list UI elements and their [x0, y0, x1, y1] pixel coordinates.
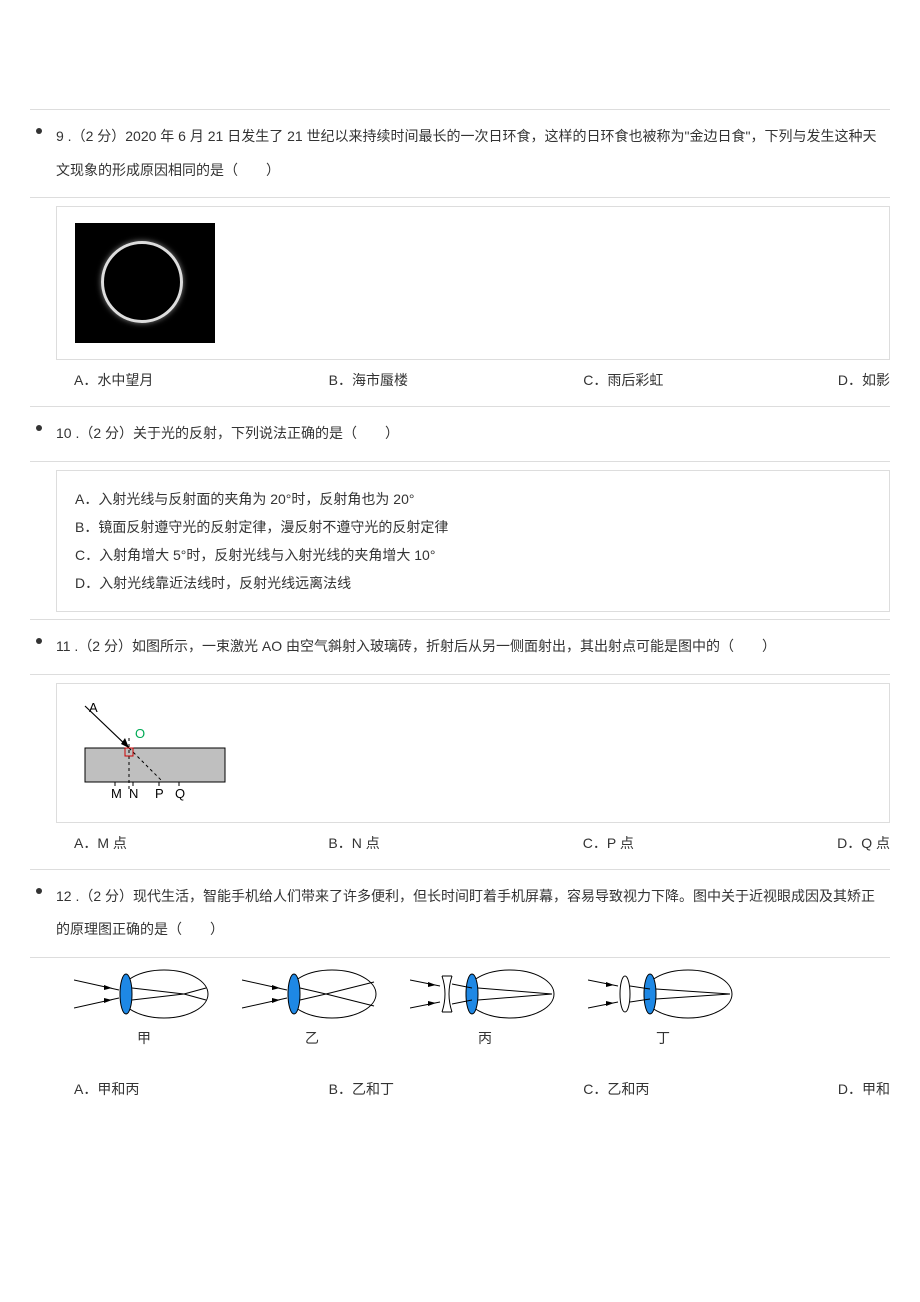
question-10-row: 10 .（2 分）关于光的反射，下列说法正确的是（ ）: [30, 406, 890, 462]
question-12-options: A．甲和丙 B．乙和丁 C．乙和丙 D．甲和: [56, 1077, 890, 1102]
question-10-stem: 10 .（2 分）关于光的反射，下列说法正确的是（ ）: [56, 407, 890, 461]
question-11-options: A．M 点 B．N 点 C．P 点 D．Q 点: [56, 831, 890, 856]
cap-ding: 丁: [588, 1026, 738, 1051]
q9-option-d[interactable]: D．如影: [838, 368, 890, 393]
cap-jia: 甲: [74, 1026, 214, 1051]
question-9-row: 9 .（2 分）2020 年 6 月 21 日发生了 21 世纪以来持续时间最长…: [30, 109, 890, 198]
q11-option-d[interactable]: D．Q 点: [837, 831, 890, 856]
bullet-icon: [36, 888, 42, 894]
q10-option-c[interactable]: C．入射角增大 5°时，反射光线与入射光线的夹角增大 10°: [75, 541, 871, 569]
label-o: O: [135, 726, 145, 741]
cursor-mark-icon: [335, 641, 337, 650]
question-12-stem: 12 .（2 分）现代生活，智能手机给人们带来了许多便利，但长时间盯着手机屏幕，…: [56, 870, 890, 957]
eye-ding: 丁: [588, 966, 738, 1051]
q9-option-a[interactable]: A．水中望月: [74, 368, 329, 393]
q12-option-b[interactable]: B．乙和丁: [329, 1077, 584, 1102]
q11-option-b[interactable]: B．N 点: [328, 831, 582, 856]
q11-option-a[interactable]: A．M 点: [74, 831, 328, 856]
cap-bing: 丙: [410, 1026, 560, 1051]
question-12-figure: 甲 乙: [56, 966, 890, 1069]
q9-option-b[interactable]: B．海市蜃楼: [329, 368, 584, 393]
question-12-row: 12 .（2 分）现代生活，智能手机给人们带来了许多便利，但长时间盯着手机屏幕，…: [30, 869, 890, 958]
label-m: M: [111, 786, 122, 801]
q10-option-d[interactable]: D．入射光线靠近法线时，反射光线远离法线: [75, 569, 871, 597]
label-n: N: [129, 786, 138, 801]
eye-jia: 甲: [74, 966, 214, 1051]
eye-yi: 乙: [242, 966, 382, 1051]
q11-option-c[interactable]: C．P 点: [583, 831, 837, 856]
q10-option-a[interactable]: A．入射光线与反射面的夹角为 20°时，反射角也为 20°: [75, 485, 871, 513]
question-11-row: 11 .（2 分）如图所示，一束激光 AO 由空气斜射入玻璃砖，折射后从另一侧面…: [30, 619, 890, 675]
bullet-icon: [36, 128, 42, 134]
q9-option-c[interactable]: C．雨后彩虹: [583, 368, 838, 393]
bullet-icon: [36, 638, 42, 644]
question-9-options: A．水中望月 B．海市蜃楼 C．雨后彩虹 D．如影: [56, 368, 890, 393]
question-11-figure: A O M N P Q: [56, 683, 890, 823]
label-q: Q: [175, 786, 185, 801]
question-10-options: A．入射光线与反射面的夹角为 20°时，反射角也为 20° B．镜面反射遵守光的…: [56, 470, 890, 612]
q10-option-b[interactable]: B．镜面反射遵守光的反射定律，漫反射不遵守光的反射定律: [75, 513, 871, 541]
refraction-diagram: A O M N P Q: [75, 698, 235, 808]
q12-option-a[interactable]: A．甲和丙: [74, 1077, 329, 1102]
q12-option-d[interactable]: D．甲和: [838, 1077, 890, 1102]
eye-bing: 丙: [410, 966, 560, 1051]
q11-stem-text: 11 .（2 分）如图所示，一束激光 AO 由空气斜射入玻璃砖，折射后从另一侧面…: [56, 638, 776, 654]
cap-yi: 乙: [242, 1026, 382, 1051]
bullet-icon: [36, 425, 42, 431]
label-p: P: [155, 786, 164, 801]
eclipse-ring-icon: [101, 241, 183, 323]
question-9-stem: 9 .（2 分）2020 年 6 月 21 日发生了 21 世纪以来持续时间最长…: [56, 110, 890, 197]
q12-option-c[interactable]: C．乙和丙: [583, 1077, 838, 1102]
label-a: A: [89, 700, 98, 715]
question-9-figure: [56, 206, 890, 360]
eclipse-image: [75, 223, 215, 343]
question-11-stem: 11 .（2 分）如图所示，一束激光 AO 由空气斜射入玻璃砖，折射后从另一侧面…: [56, 620, 890, 674]
